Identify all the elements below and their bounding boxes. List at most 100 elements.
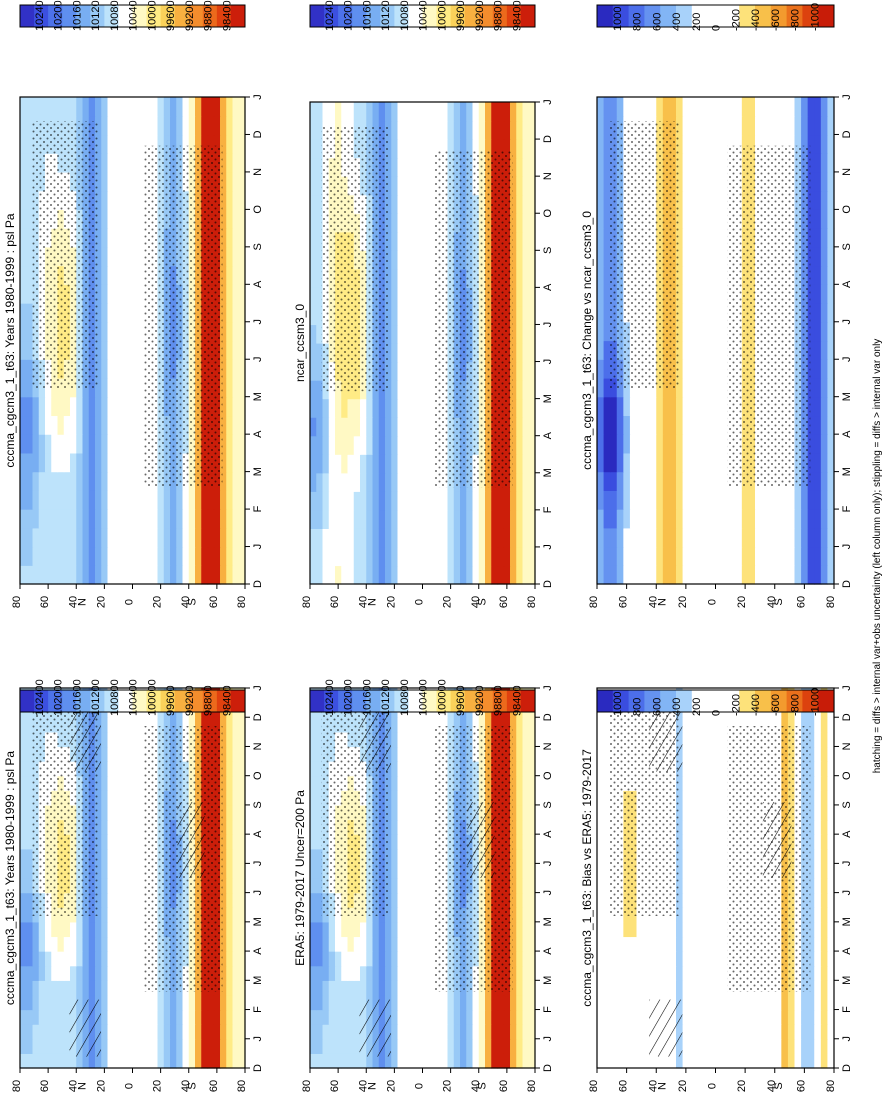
heat-cell: [138, 471, 146, 491]
heat-cell: [472, 565, 480, 585]
heat-cell: [503, 717, 511, 733]
heat-cell: [113, 804, 121, 821]
heat-cell: [689, 834, 697, 850]
heat-cell: [26, 746, 34, 762]
heat-cell: [188, 1024, 196, 1040]
heat-cell: [232, 980, 240, 996]
heat-cell: [603, 863, 611, 879]
heat-cell: [182, 509, 190, 529]
heat-cell: [316, 1038, 324, 1054]
heat-cell: [157, 565, 165, 585]
heat-cell: [88, 434, 96, 454]
heat-cell: [220, 340, 227, 360]
heat-cell: [145, 509, 152, 529]
heat-cell: [649, 936, 657, 952]
heat-cell: [26, 731, 34, 748]
heat-cell: [76, 434, 84, 454]
heat-cell: [735, 1024, 743, 1040]
heat-cell: [372, 980, 380, 996]
heat-cell: [695, 1009, 703, 1025]
heat-cell: [722, 746, 730, 762]
heat-cell: [126, 265, 134, 285]
heat-cell: [643, 980, 651, 996]
heat-cell: [391, 491, 399, 511]
colorbar-label: 98800: [203, 0, 215, 31]
heat-cell: [182, 115, 190, 136]
heat-cell: [113, 377, 121, 398]
heat-cell: [748, 1053, 756, 1069]
heat-cell: [182, 527, 190, 548]
heat-cell: [310, 528, 317, 548]
heat-cell: [528, 731, 536, 748]
heat-cell: [522, 951, 530, 967]
heat-cell: [794, 1053, 802, 1069]
heat-cell: [101, 921, 109, 938]
heat-cell: [397, 343, 405, 363]
heat-cell: [781, 1038, 789, 1054]
heat-cell: [603, 892, 611, 908]
month-label: A: [542, 830, 554, 838]
heat-cell: [353, 546, 361, 567]
heat-cell: [341, 980, 349, 996]
heat-cell: [220, 878, 227, 894]
heat-cell: [26, 228, 34, 248]
heat-cell: [113, 134, 121, 154]
heat-cell: [38, 471, 46, 491]
heat-cell: [466, 528, 474, 548]
heat-cell: [510, 546, 517, 567]
heat-cell: [676, 965, 684, 981]
heat-cell: [220, 892, 227, 908]
heat-cell: [391, 819, 399, 835]
heat-cell: [201, 994, 209, 1011]
heat-cell: [503, 139, 511, 159]
heat-cell: [57, 546, 65, 566]
heat-cell: [516, 994, 524, 1011]
heat-cell: [435, 565, 442, 585]
heat-cell: [416, 435, 424, 455]
heat-cell: [403, 268, 411, 288]
heat-cell: [232, 134, 240, 154]
heat-cell: [232, 951, 240, 967]
heat-cell: [226, 921, 234, 938]
heat-cell: [38, 415, 46, 435]
heat-cell: [807, 746, 815, 762]
heat-cell: [597, 848, 605, 864]
heat-cell: [310, 965, 317, 981]
heat-cell: [70, 434, 77, 454]
heat-cell: [51, 980, 59, 996]
heat-cell: [682, 936, 690, 952]
heat-cell: [453, 717, 461, 733]
heat-cell: [516, 761, 524, 777]
heat-cell: [220, 546, 227, 566]
stippling-region: [31, 121, 99, 390]
heat-cell: [138, 209, 146, 229]
heat-cell: [20, 834, 27, 850]
lat-label: 20: [152, 596, 164, 608]
heat-cell: [201, 1009, 209, 1025]
heat-cell: [410, 231, 417, 251]
heat-cell: [238, 878, 246, 894]
heat-cell: [232, 863, 240, 879]
heat-cell: [195, 134, 202, 154]
heat-cell: [347, 454, 355, 474]
heat-cell: [422, 907, 430, 923]
heat-cell: [341, 565, 349, 585]
heat-cell: [472, 1009, 480, 1025]
heat-cell: [378, 102, 386, 122]
heat-cell: [397, 951, 405, 967]
heat-cell: [702, 892, 710, 908]
heat-cell: [497, 528, 505, 548]
heat-cell: [682, 1038, 690, 1054]
heat-cell: [151, 527, 159, 548]
heat-cell: [238, 97, 246, 117]
heat-cell: [416, 1009, 424, 1025]
heat-cell: [226, 134, 234, 154]
heat-cell: [603, 775, 611, 791]
heat-cell: [316, 324, 324, 344]
heat-cell: [238, 863, 246, 879]
month-label: F: [252, 505, 264, 512]
heat-cell: [422, 761, 430, 777]
heat-cell: [378, 398, 386, 418]
heat-cell: [226, 1038, 234, 1054]
month-label: D: [252, 713, 264, 721]
